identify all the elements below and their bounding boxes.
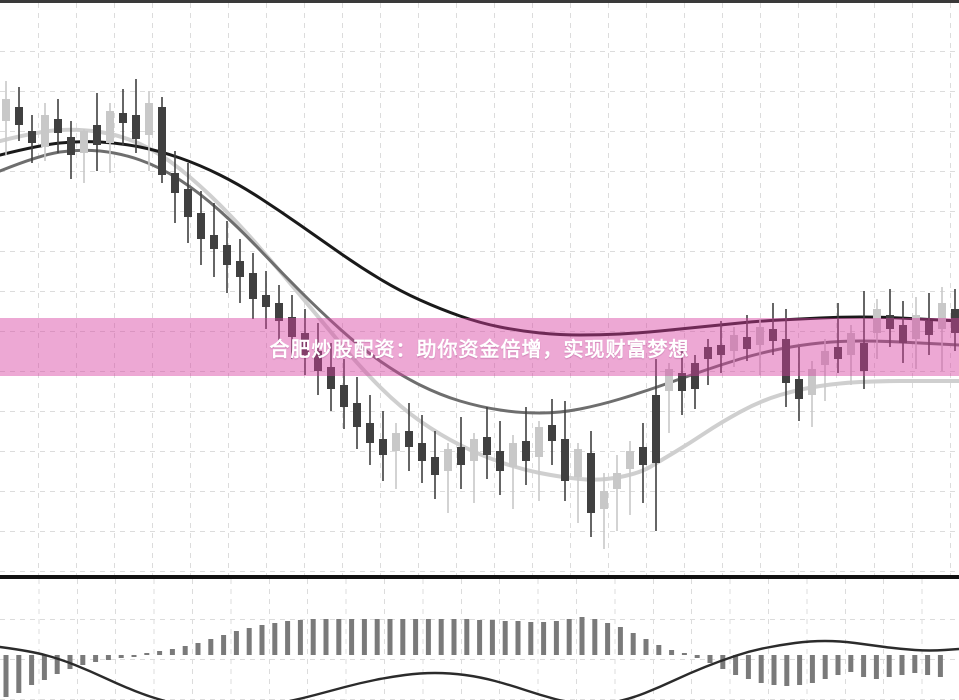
macd-signal-line (0, 639, 959, 700)
banner-title-text: 合肥炒股配资：助你资金倍增，实现财富梦想 (269, 338, 690, 361)
price-chart-panel (0, 3, 959, 575)
panel-divider-rule (0, 575, 959, 579)
macd-indicator-panel (0, 579, 959, 700)
title-banner: 合肥炒股配资：助你资金倍增，实现财富梦想 (0, 318, 959, 376)
macd-histogram (3, 617, 943, 697)
candlestick-series (2, 79, 959, 549)
top-border-rule (0, 0, 959, 3)
